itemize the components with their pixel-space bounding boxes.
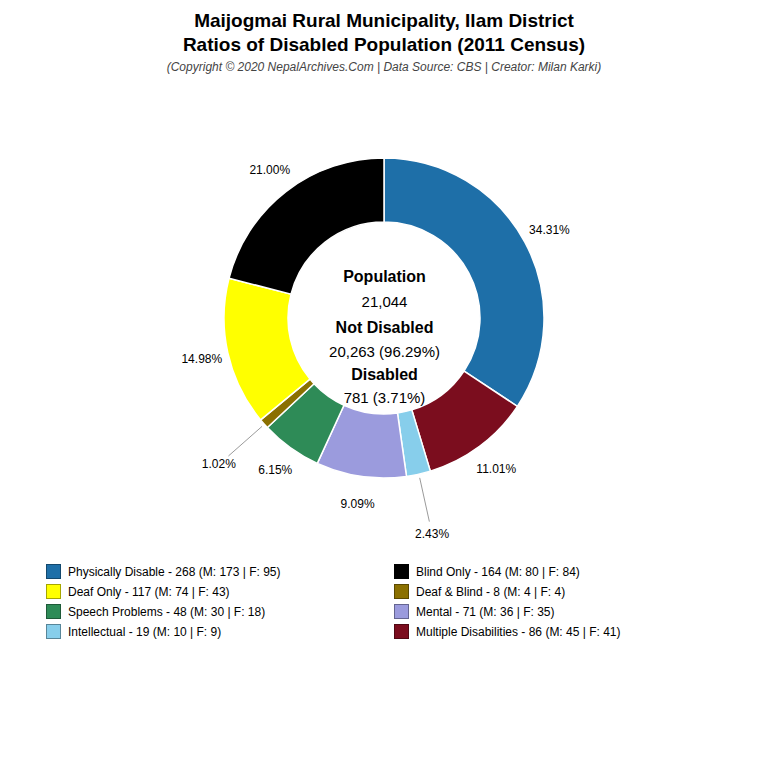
html-text:Maijogmai Rural Municipality,: Maijogmai Rural Municipality, Ilam Distr… — [194, 10, 574, 31]
svg-text:781 (3.71%): 781 (3.71%) — [344, 389, 426, 406]
html-text:Multiple Disabilities - 86 (M:: Multiple Disabilities - 86 (M: 45 | F: 4… — [416, 624, 621, 639]
svg-text:34.31%: 34.31% — [529, 223, 570, 237]
html-text:Deaf & Blind - 8 (M: 4 | F: 4): Deaf & Blind - 8 (M: 4 | F: 4) — [416, 584, 566, 599]
html-text:Physically Disable - 268 (M: 1: Physically Disable - 268 (M: 173 | F: 95… — [68, 564, 281, 579]
html-text:Deaf Only - 117 (M: 74 | F: 43: Deaf Only - 117 (M: 74 | F: 43) — [68, 584, 230, 599]
html-text:Mental - 71 (M: 36 | F: 35): Mental - 71 (M: 36 | F: 35) — [416, 604, 555, 619]
html-text:Ratios of Disabled Population: Ratios of Disabled Population (2011 Cens… — [182, 34, 586, 55]
html-text:Speech Problems - 48 (M: 30 |: Speech Problems - 48 (M: 30 | F: 18) — [68, 604, 266, 619]
svg-text:Population: Population — [343, 268, 426, 285]
svg-text:20,263 (96.29%): 20,263 (96.29%) — [329, 343, 440, 360]
svg-text:9.09%: 9.09% — [341, 497, 375, 511]
svg-text:2.43%: 2.43% — [415, 527, 449, 541]
svg-text:Disabled: Disabled — [351, 366, 418, 383]
svg-text:11.01%: 11.01% — [476, 462, 516, 476]
svg-text:21.00%: 21.00% — [249, 163, 290, 177]
svg-text:21,044: 21,044 — [362, 293, 408, 310]
html-text:(Copyright © 2020 NepalArchive: (Copyright © 2020 NepalArchives.Com | Da… — [166, 60, 602, 74]
svg-text:Not Disabled: Not Disabled — [336, 319, 434, 336]
svg-text:14.98%: 14.98% — [181, 352, 222, 366]
html-text:Blind Only - 164 (M: 80 | F: 8: Blind Only - 164 (M: 80 | F: 84) — [416, 564, 580, 579]
svg-text:6.15%: 6.15% — [258, 463, 292, 477]
svg-text:1.02%: 1.02% — [202, 457, 236, 471]
html-text:Intellectual - 19 (M: 10 | F:: Intellectual - 19 (M: 10 | F: 9) — [68, 624, 222, 639]
